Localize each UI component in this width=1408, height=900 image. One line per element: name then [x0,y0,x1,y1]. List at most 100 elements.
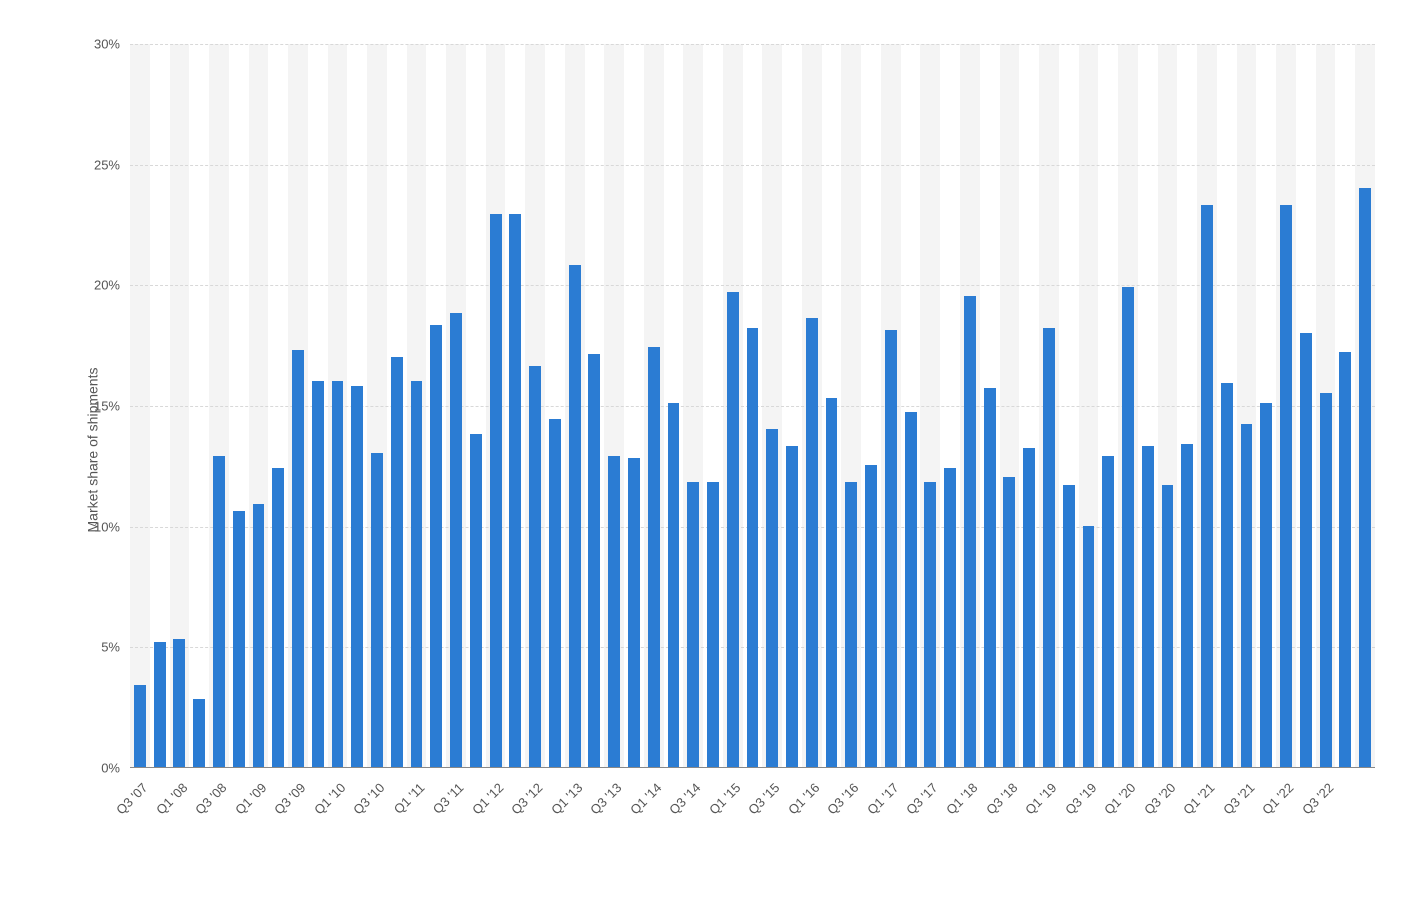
x-tick-label: Q1 '14 [627,780,664,817]
bar [727,292,739,767]
bar [885,330,897,767]
bar [253,504,265,767]
bar [470,434,482,767]
bar [1300,333,1312,767]
bar [1221,383,1233,767]
x-tick-label: Q1 '08 [153,780,190,817]
bar [668,403,680,767]
bar [1359,188,1371,767]
bar [826,398,838,767]
bar [865,465,877,767]
bar [1142,446,1154,767]
bar [1181,444,1193,767]
x-tick-label: Q1 '20 [1101,780,1138,817]
bar [588,354,600,767]
y-axis-title: Market share of shipments [84,367,100,532]
bar [1241,424,1253,767]
x-tick-label: Q3 '11 [430,780,467,817]
x-tick-label: Q3 '18 [983,780,1020,817]
x-tick-label: Q3 '10 [350,780,387,817]
x-tick-label: Q1 '11 [390,780,427,817]
bar [984,388,996,767]
bar [411,381,423,767]
bar [312,381,324,767]
x-tick-label: Q1 '19 [1022,780,1059,817]
y-tick-label: 15% [94,399,120,414]
x-tick-label: Q3 '08 [192,780,229,817]
bar [924,482,936,767]
bar [1162,485,1174,767]
bar [905,412,917,767]
x-tick-label: Q3 '19 [1062,780,1099,817]
bar [430,325,442,767]
gridline [130,285,1375,286]
x-tick-label: Q3 '09 [271,780,308,817]
x-tick-label: Q3 '21 [1220,780,1257,817]
bar [786,446,798,767]
bar [1339,352,1351,767]
bar [1201,205,1213,767]
bar [1122,287,1134,767]
bar [608,456,620,767]
bar [332,381,344,767]
gridline [130,165,1375,166]
bar [1320,393,1332,767]
x-tick-label: Q3 '13 [587,780,624,817]
x-tick-label: Q3 '17 [904,780,941,817]
bar [1043,328,1055,767]
bar [1102,456,1114,767]
x-tick-label: Q1 '17 [864,780,901,817]
bar [944,468,956,767]
x-tick-label: Q1 '16 [785,780,822,817]
gridline [130,44,1375,45]
bar [648,347,660,767]
x-tick-label: Q3 '15 [745,780,782,817]
bar [450,313,462,767]
bar [747,328,759,767]
bar [173,639,185,767]
bar [1260,403,1272,767]
y-tick-label: 20% [94,278,120,293]
bar [569,265,581,767]
bar [233,511,245,767]
y-tick-label: 5% [101,640,120,655]
x-tick-label: Q3 '14 [666,780,703,817]
bar [351,386,363,767]
bar [1083,526,1095,767]
y-tick-label: 10% [94,519,120,534]
x-tick-label: Q1 '13 [548,780,585,817]
bar [154,642,166,767]
x-tick-label: Q3 '07 [113,780,150,817]
x-tick-label: Q3 '16 [825,780,862,817]
x-axis-labels: Q3 '07Q1 '08Q3 '08Q1 '09Q3 '09Q1 '10Q3 '… [130,780,1375,900]
bar [391,357,403,767]
bar [371,453,383,767]
bar [193,699,205,767]
bar [549,419,561,767]
y-tick-label: 0% [101,761,120,776]
bar [766,429,778,767]
plot-area: 0%5%10%15%20%25%30% [130,44,1375,768]
bar [509,214,521,767]
bar [213,456,225,767]
bar [1003,477,1015,767]
x-tick-label: Q1 '15 [706,780,743,817]
bar [1280,205,1292,767]
x-tick-label: Q1 '21 [1180,780,1217,817]
x-tick-label: Q1 '10 [311,780,348,817]
x-tick-label: Q1 '09 [232,780,269,817]
bar [628,458,640,767]
bar [134,685,146,767]
bar [490,214,502,767]
x-tick-label: Q1 '12 [469,780,506,817]
x-tick-label: Q3 '22 [1299,780,1336,817]
bar [687,482,699,767]
bar [964,296,976,767]
y-tick-label: 30% [94,37,120,52]
bar [529,366,541,767]
x-tick-label: Q3 '20 [1141,780,1178,817]
bar [292,350,304,768]
y-tick-label: 25% [94,157,120,172]
chart-container: Market share of shipments 0%5%10%15%20%2… [0,0,1408,899]
bar [1023,448,1035,767]
